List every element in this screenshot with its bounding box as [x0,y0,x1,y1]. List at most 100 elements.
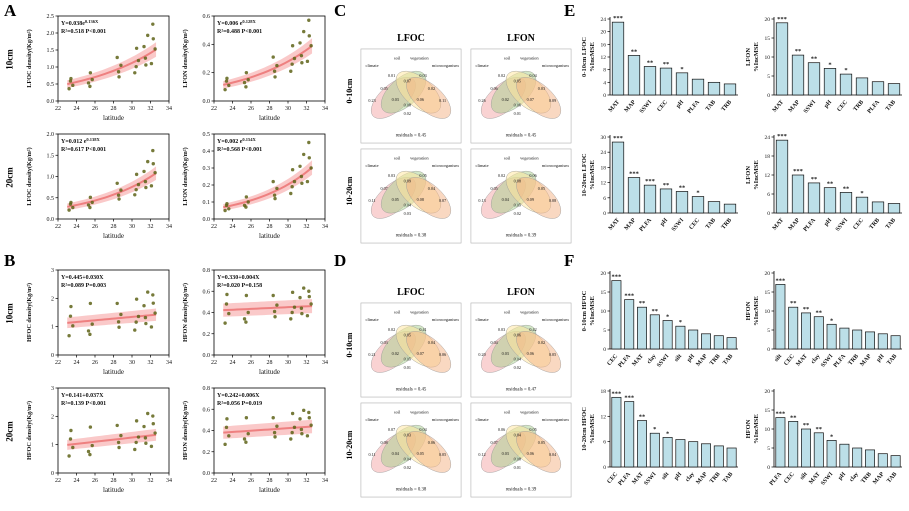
svg-text:0.2: 0.2 [203,71,211,77]
category-label: pH [823,99,833,109]
significance-stars: ** [663,182,670,189]
venn-set-label-climate: climate [476,317,489,322]
venn-set-label-vegetation: vegetation [520,55,539,60]
svg-text:0.2: 0.2 [203,450,211,456]
svg-text:0.6: 0.6 [203,289,211,295]
svg-text:22: 22 [211,478,217,484]
y-axis-title: LFON density(Kg/m²) [182,29,189,87]
category-label: TAB [886,471,898,484]
bar-PLFA [643,184,657,214]
bar-MAT [801,312,811,350]
svg-text:R²=0.568 P<0.001: R²=0.568 P<0.001 [217,147,262,153]
venn-region-value: 0.05 [380,86,387,91]
venn-region-value: 0.06 [439,352,446,357]
venn-set-label-climate: climate [366,63,379,68]
y-axis-title: HFON [745,419,752,438]
venn-region-value: 0.02 [498,173,505,178]
svg-text:26: 26 [248,360,254,366]
venn-region-value: 0.05 [404,332,411,337]
venn-set-label-microorganism: microorganism [432,163,459,168]
venn-region-value: 0.11 [368,198,375,203]
bar-pH [877,333,888,350]
x-axis: 22 24 26 28 30 32 34 latitude [55,473,172,494]
svg-text:30: 30 [129,224,135,230]
svg-text:Y=0.002 e0.154X: Y=0.002 e0.154X [217,137,257,145]
venn-region-value: 0.03 [404,432,411,437]
scatter-svg: 22 24 26 28 30 32 34 latitude 0.0 0.1 0.2 0.3 0.4 0.5… [182,132,328,240]
category-label: TRB [709,353,722,366]
category-label: clay [849,471,860,483]
significance-stars: *** [612,274,622,281]
y-axis-title: HFOC density(Kg/m²) [26,283,33,342]
bar-TRB [852,329,863,350]
row-label-D-0-10cm: 0-10cm [345,332,354,358]
bar-MAT [775,22,789,96]
category-label: PLFA [618,353,633,369]
svg-text:Y=0.141+0.037X: Y=0.141+0.037X [61,393,104,399]
scatter-svg: 22 24 26 28 30 32 34 latitude 0.0 0.5 1.0 1.5 2.0 2.5… [26,14,172,122]
category-label: pH [686,353,696,363]
category-label: pH [673,471,683,481]
venn-residuals: residuals = 0.39 [506,487,537,492]
bar-TAB [707,201,721,214]
svg-text:24: 24 [230,478,236,484]
svg-text:15: 15 [601,290,607,296]
significance-stars: ** [816,426,823,433]
regression-annotation: Y=0.038e0.136X R²=0.518 P<0.001 [61,19,106,35]
svg-text:3: 3 [51,386,54,392]
data-points [67,148,157,212]
significance-stars: ** [816,310,823,317]
venn-residuals: residuals = 0.39 [506,233,537,238]
bar-svg: 0 5 10 15 20 *** MAT ** MAP ** SSWI * pH * CEC TRB PLFA T… [745,16,902,115]
venn-region-value: 0.20 [478,352,485,357]
significance-stars: ** [790,300,797,307]
venn-region-value: 0.06 [428,440,435,445]
svg-text:34: 34 [322,106,328,112]
category-label: MAP [788,217,802,232]
bar-TAB [726,447,737,468]
svg-text:0: 0 [603,211,606,217]
venn-region-value: 0.03 [404,211,411,216]
fit-confidence-band [67,166,157,211]
category-label: PLFA [833,353,848,369]
regression-annotation: Y=0.242+0.006X R²=0.056 P=0.019 [217,393,262,407]
x-axis: 22 24 26 28 30 32 34 latitude [55,355,172,376]
y-axis-title: 10-20cm HFOC [581,407,588,451]
bar-PLFA [624,401,635,468]
svg-text:R²=0.089 P=0.003: R²=0.089 P=0.003 [61,283,106,289]
significance-stars: *** [624,293,634,300]
svg-text:30: 30 [285,106,291,112]
venn-region-value: 0.03 [380,340,387,345]
svg-text:0: 0 [51,353,54,359]
significance-stars: * [696,190,699,197]
venn-frame [360,402,462,498]
bar-TAB [890,335,901,350]
svg-text:10: 10 [765,427,771,433]
venn-region-value: 0.06 [490,86,497,91]
venn-region-value: 0.05 [490,186,497,191]
svg-text:26: 26 [92,360,98,366]
category-label: silt [674,353,684,363]
y-axis-title: 0-10cm LFOC [581,37,588,77]
significance-stars: *** [624,395,634,402]
venn-region-value: 0.23 [368,98,375,103]
category-label: MAT [772,217,785,231]
svg-text:5: 5 [767,446,770,452]
svg-text:latitude: latitude [103,486,124,494]
x-axis: 22 24 26 28 30 32 34 latitude [55,219,172,240]
scatter-svg: 22 24 26 28 30 32 34 latitude 0 1 2 3 HFOC density(K… [26,268,172,376]
svg-text:22: 22 [55,478,61,484]
svg-text:26: 26 [248,224,254,230]
venn-region-value: 0.11 [439,98,446,103]
category-label: pH [659,217,669,227]
venn-region-value: 0.02 [514,211,521,216]
y-axis: 0.0 0.2 0.4 0.6 0.8 [203,386,214,477]
svg-text:8: 8 [603,68,606,74]
fit-line [67,313,157,324]
category-label: SSWI [820,471,835,487]
venn-region-value: 0.04 [502,197,510,202]
significance-stars: *** [612,390,622,397]
category-label: PLFA [867,99,882,115]
